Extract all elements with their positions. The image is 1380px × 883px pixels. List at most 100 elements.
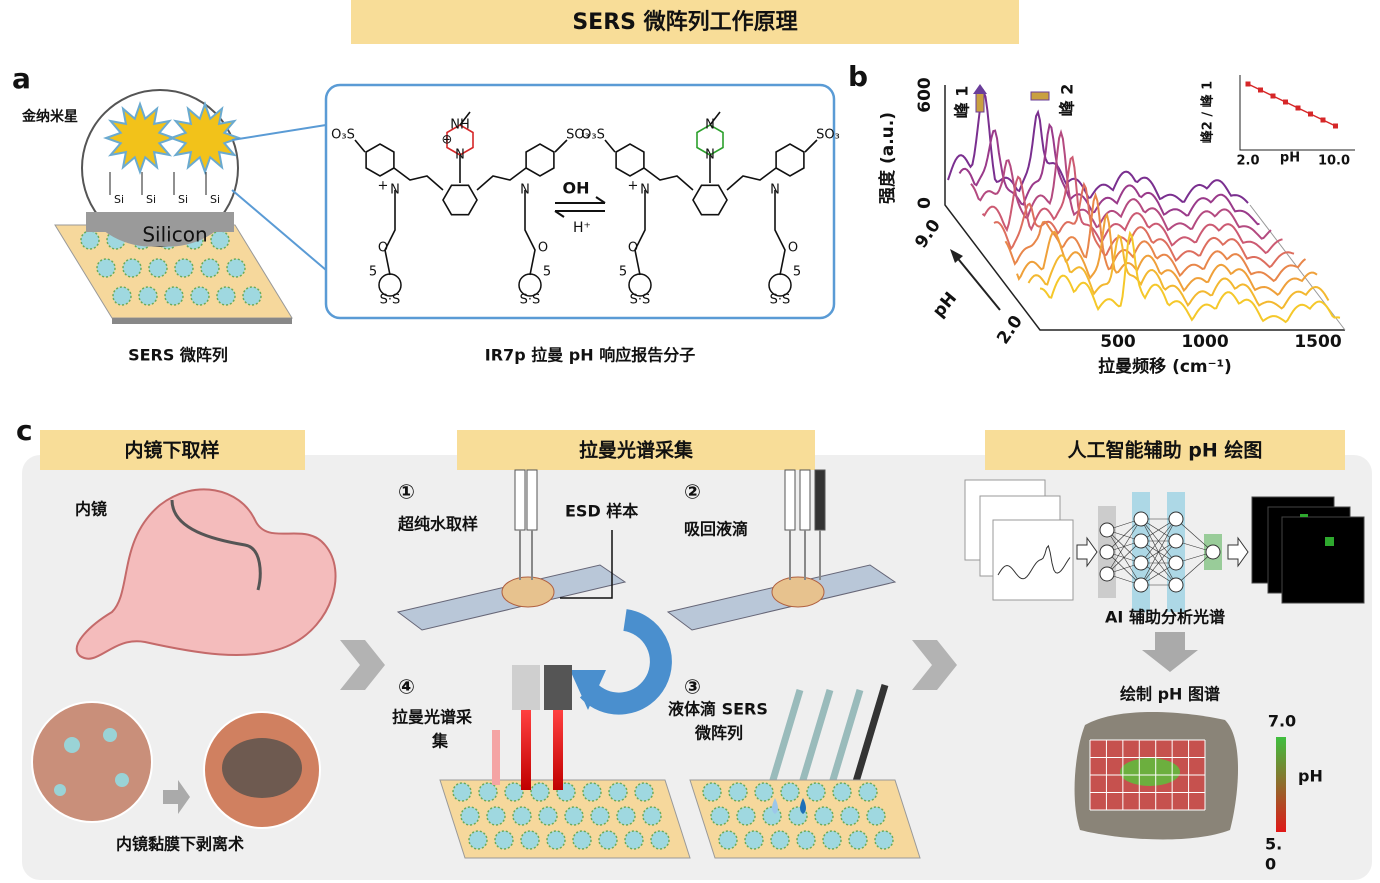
analysis-label: AI 辅助分析光谱 <box>1105 608 1225 627</box>
sers-spot <box>122 258 142 278</box>
neuron <box>1205 544 1221 560</box>
connection <box>1175 551 1214 586</box>
sers-spot <box>840 806 860 826</box>
ai-pipeline <box>964 479 1365 612</box>
atom-label: N <box>455 148 465 163</box>
sers-spot <box>538 806 558 826</box>
reverse-label: H⁺ <box>573 220 591 236</box>
esd-label: 内镜黏膜下剥离术 <box>116 835 244 854</box>
header-box <box>351 0 1019 44</box>
step-number: ② <box>684 480 701 504</box>
neuron <box>1133 511 1149 527</box>
atom-label: O₃S <box>331 128 355 143</box>
pipette <box>826 688 864 792</box>
linker-label: Si <box>178 193 188 206</box>
spectrum <box>947 89 1249 204</box>
peak-label: 峰 2 <box>1058 84 1077 117</box>
spectrum <box>1004 191 1307 283</box>
neuron <box>1133 533 1149 549</box>
chevron <box>912 640 957 690</box>
atom-label: S·S <box>770 293 791 308</box>
atom-label: + <box>378 179 389 194</box>
colorbar-top: 7.0 <box>1268 712 1296 731</box>
sers-spot <box>582 782 602 802</box>
sers-spot <box>210 230 230 250</box>
atom-label: O <box>378 241 388 256</box>
linker-label: Si <box>146 193 156 206</box>
pipette <box>799 469 811 531</box>
array-caption: SERS 微阵列 <box>128 346 228 365</box>
sers-spot <box>814 806 834 826</box>
y-axis-label: 强度 (a.u.) <box>877 112 898 204</box>
colorbar <box>1276 737 1286 832</box>
colorbar-bottom: 5. <box>1265 835 1282 854</box>
sers-spot <box>546 830 566 850</box>
section-title: 拉曼光谱采集 <box>579 439 694 462</box>
step-text: 微阵列 <box>694 724 743 743</box>
sers-spot <box>832 782 852 802</box>
sers-spot <box>190 286 210 306</box>
sers-spot <box>486 806 506 826</box>
sers-spot <box>858 782 878 802</box>
endoscope-label: 内镜 <box>75 500 107 519</box>
peak-marker <box>975 91 985 113</box>
substrate-edge <box>112 318 292 324</box>
connection <box>1106 518 1142 553</box>
atom-label: S·S <box>630 293 651 308</box>
connection <box>1140 518 1177 564</box>
depth-axis-label: pH <box>929 288 961 321</box>
map-title: 绘制 pH 图谱 <box>1120 685 1220 704</box>
connection <box>1106 540 1142 575</box>
panel-label: c <box>16 414 33 447</box>
spectrum <box>958 122 1260 226</box>
sers-spot <box>530 782 550 802</box>
sers-spot <box>80 230 100 250</box>
inset-x-label: pH <box>1280 151 1300 166</box>
x-tick-label: 1500 <box>1294 332 1341 352</box>
ring <box>768 273 792 297</box>
atom-label: + <box>628 179 639 194</box>
sers-spot <box>460 806 480 826</box>
sers-spot <box>112 286 132 306</box>
step-text: 超纯水取样 <box>397 515 478 534</box>
sers-spot <box>242 286 262 306</box>
sers-spot <box>848 830 868 850</box>
endoscope <box>170 499 262 591</box>
pipette <box>851 683 889 787</box>
spectrum <box>970 129 1272 240</box>
atom-label: 5 <box>369 265 377 280</box>
sers-spot <box>736 806 756 826</box>
sers-spot <box>226 258 246 278</box>
sers-spot <box>598 830 618 850</box>
sers-spot <box>512 806 532 826</box>
sers-spot <box>718 830 738 850</box>
sers-spot <box>770 830 790 850</box>
atom-label: ⊕ <box>442 133 453 148</box>
droplet <box>800 798 806 814</box>
atom-label: O <box>628 241 638 256</box>
inset-x-tick: 10.0 <box>1318 154 1350 169</box>
section-box <box>985 430 1345 470</box>
sers-spot <box>494 830 514 850</box>
connection <box>1140 518 1177 586</box>
leader <box>560 530 613 599</box>
pipette <box>526 469 538 531</box>
linker-label: Si <box>114 193 124 206</box>
pipette <box>514 469 526 531</box>
laser-beam <box>492 730 500 785</box>
atom-label: SO₃ <box>816 128 840 143</box>
endoscopy-spot <box>64 737 80 753</box>
cycle-arrow <box>570 670 606 710</box>
sers-spot <box>216 286 236 306</box>
step-text: 吸回液滴 <box>684 520 748 539</box>
y-tick-label: 0 <box>915 197 935 209</box>
endoscopy-spot <box>103 728 117 742</box>
pipette <box>796 688 834 792</box>
molecule-caption: IR7p 拉曼 pH 响应报告分子 <box>485 346 695 365</box>
endoscopy-image <box>31 701 153 823</box>
sers-spot <box>780 782 800 802</box>
neuron <box>1133 577 1149 593</box>
inset-x-tick: 2.0 <box>1236 154 1259 169</box>
silicon-label: Silicon <box>142 223 207 247</box>
